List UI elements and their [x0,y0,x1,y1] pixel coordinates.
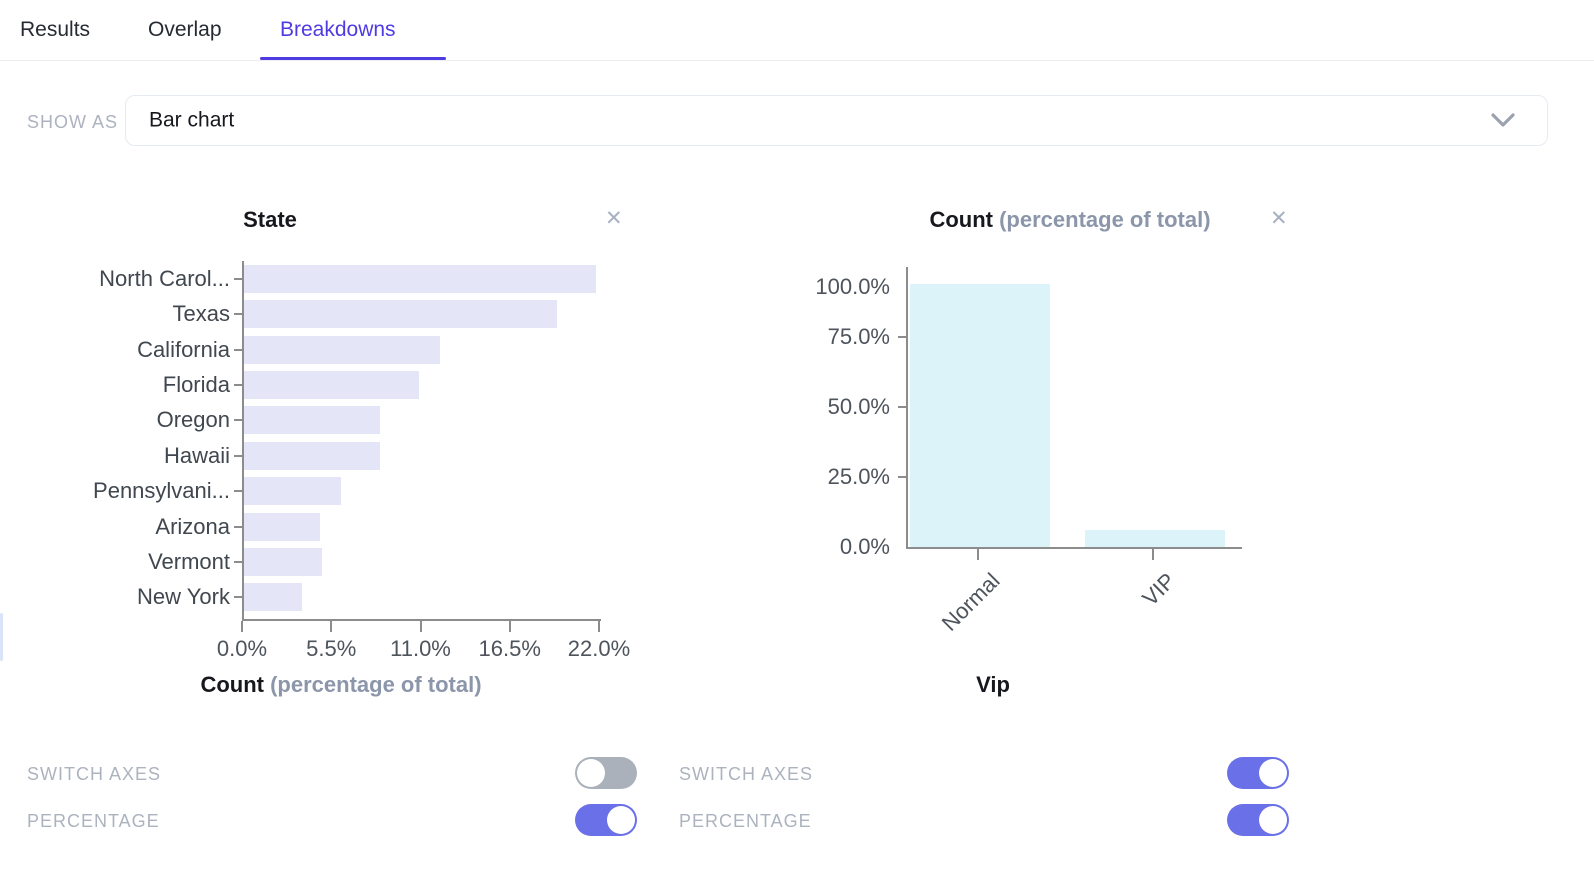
y-tick-label: 25.0% [827,464,890,489]
y-tick-label: 0.0% [839,534,890,559]
x-tick-mark [598,621,600,632]
category-label: California [137,336,230,362]
toggle-knob [577,759,605,787]
right-chart-y-axis-labels: 0.0% 25.0% 50.0% 75.0% 100.0% [758,267,898,559]
category-label: Hawaii [163,442,230,468]
x-tick-label: 22.0% [567,636,631,661]
bar-New York [244,583,303,612]
x-tick-label: VIP [1136,568,1180,611]
y-tick-mark [234,454,242,457]
tab-bar: Results Overlap Breakdowns [0,0,1594,61]
bar-Texas [244,300,558,329]
x-tick-label: 5.5% [306,636,357,661]
left-switch-axes-toggle[interactable] [575,757,637,789]
y-tick-mark [898,336,906,338]
bar-Pennsylvani... [244,477,342,506]
bar-North Carol... [244,264,597,293]
y-tick-mark [898,476,906,478]
category-label: Oregon [156,407,230,433]
tab-results[interactable]: Results [20,18,91,41]
bar-Hawaii [244,441,381,470]
show-as-label: SHOW AS [27,112,119,132]
category-label: Pennsylvani... [93,478,230,504]
x-tick-mark [1152,549,1154,560]
x-tick-label: 16.5% [478,636,541,661]
y-tick-label: 50.0% [827,394,890,419]
y-tick-label: 75.0% [827,324,890,349]
right-chart-title: Count (percentage of total) [870,207,1270,233]
category-label: Arizona [155,513,230,539]
x-tick-label: 0.0% [216,636,268,661]
left-chart-title: State [70,207,470,233]
right-axis-title-main: Vip [976,672,1010,697]
chevron-down-icon [1491,112,1515,127]
y-tick-mark [234,490,242,493]
toggle-knob [1259,806,1287,834]
right-switch-axes-label: SWITCH AXES [679,764,814,784]
bar-VIP [1085,530,1225,547]
left-percentage-toggle[interactable] [575,804,637,836]
right-chart-title-secondary: (percentage of total) [999,207,1211,232]
toggle-knob [1259,759,1287,787]
right-chart-close-icon[interactable]: ✕ [1270,207,1288,230]
right-chart-title-main: Count [929,207,993,232]
right-switch-axes-toggle[interactable] [1227,757,1289,789]
x-tick-mark [330,621,333,632]
category-label: Vermont [148,548,230,574]
x-tick-mark [419,621,422,632]
bar-Arizona [244,512,321,541]
toggle-knob [607,806,635,834]
right-chart-x-axis-ticks [906,549,1240,561]
y-tick-mark [234,525,242,528]
bar-Oregon [244,406,381,435]
left-chart-close-icon[interactable]: ✕ [605,207,623,230]
y-tick-label: 100.0% [815,274,890,299]
bar-California [244,335,441,364]
x-tick-mark [977,549,979,560]
right-chart-x-axis-title: Vip [693,672,1293,698]
left-axis-title-secondary: (percentage of total) [270,672,482,697]
x-tick-label: 11.0% [390,636,451,661]
right-percentage-toggle[interactable] [1227,804,1289,836]
category-label: New York [137,584,230,610]
bar-Vermont [244,547,322,576]
right-percentage-label: PERCENTAGE [679,811,812,831]
y-tick-mark [234,560,242,563]
active-tab-underline [260,57,446,60]
left-chart-category-labels: North Carol... Texas California Florida Oreg… [0,261,230,619]
bar-Florida [244,370,420,399]
scroll-indicator [0,613,3,661]
x-tick-label: Normal [936,568,1005,636]
tab-overlap[interactable]: Overlap [148,18,222,41]
bar-Normal [910,283,1050,547]
right-chart-x-axis-labels: Normal VIP [906,560,1240,670]
left-chart-x-axis: 0.0% 5.5% 11.0% 16.5% 22.0% [217,621,630,681]
left-chart-x-axis-title: Count (percentage of total) [41,672,641,698]
y-tick-mark [234,277,242,280]
x-tick-mark [241,621,243,632]
left-percentage-label: PERCENTAGE [27,811,160,831]
y-tick-mark [234,419,242,422]
left-axis-title-main: Count [200,672,264,697]
x-tick-mark [508,621,511,632]
category-label: Texas [172,301,230,327]
left-switch-axes-label: SWITCH AXES [27,764,162,784]
show-as-select[interactable]: Bar chart [125,95,1548,146]
tab-breakdowns[interactable]: Breakdowns [280,18,396,41]
right-chart-plot-area [898,267,1242,549]
y-tick-mark [234,596,242,599]
left-chart-plot-area [234,261,601,621]
category-label: Florida [162,371,230,397]
left-chart-title-main: State [243,207,297,232]
show-as-selected-value: Bar chart [149,108,235,132]
y-tick-mark [898,406,906,408]
y-tick-mark [234,383,242,386]
category-label: North Carol... [99,265,230,291]
y-tick-mark [234,348,242,351]
y-tick-mark [234,313,242,316]
